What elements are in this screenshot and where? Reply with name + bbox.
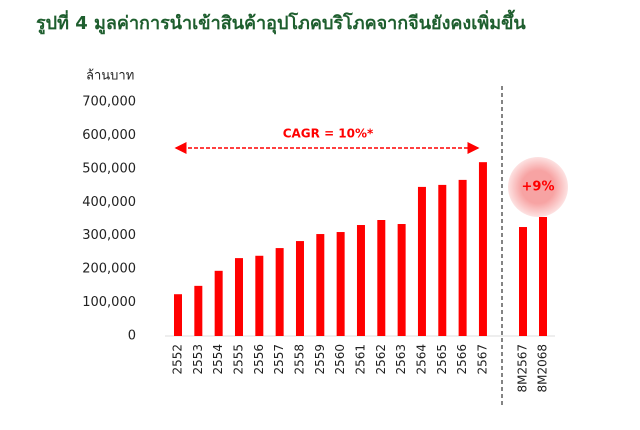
y-tick-label: 200,000 — [82, 262, 136, 277]
x-tick-label: 2558 — [292, 344, 306, 375]
bar — [316, 234, 325, 336]
x-tick-label: 2559 — [313, 344, 327, 375]
bar — [397, 224, 406, 336]
x-tick-label: 8M2567 — [516, 344, 530, 393]
bar — [275, 248, 284, 336]
y-tick-label: 100,000 — [82, 295, 136, 310]
bar — [458, 179, 467, 336]
bar — [377, 220, 386, 336]
bar — [194, 285, 203, 336]
bar — [478, 162, 487, 336]
y-tick-label: 400,000 — [82, 195, 136, 210]
x-tick-label: 8M2068 — [536, 344, 550, 393]
bar — [519, 227, 527, 336]
bar — [255, 255, 264, 336]
x-tick-label: 2554 — [211, 344, 225, 375]
bar — [295, 241, 304, 336]
bar — [234, 258, 243, 336]
x-tick-label: 2561 — [353, 344, 367, 375]
bar — [336, 232, 345, 336]
x-tick-label: 2562 — [374, 344, 388, 375]
chart-title: รูปที่ 4 มูลค่าการนำเข้าสินค้าอุปโภคบริโ… — [36, 9, 526, 35]
y-tick-label: 0 — [128, 329, 136, 344]
x-tick-label: 2552 — [171, 344, 185, 375]
x-tick-label: 2564 — [414, 344, 428, 375]
bar — [417, 186, 426, 336]
bar — [539, 216, 547, 336]
highlight-circle — [508, 157, 568, 217]
x-tick-label: 2556 — [252, 344, 266, 375]
x-tick-label: 2563 — [394, 344, 408, 375]
y-tick-label: 700,000 — [82, 95, 136, 110]
x-tick-label: 2555 — [231, 344, 245, 375]
x-tick-label: 2565 — [435, 344, 449, 375]
x-tick-label: 2567 — [475, 344, 489, 375]
bar — [174, 294, 182, 336]
y-tick-label: 500,000 — [82, 161, 136, 176]
annotation: CAGR = 10%* — [283, 127, 374, 141]
bar — [214, 270, 223, 336]
x-tick-label: 2557 — [272, 344, 286, 375]
x-tick-label: 2553 — [191, 344, 205, 375]
y-axis-label: ล้านบาท — [86, 69, 134, 84]
y-tick-label: 300,000 — [82, 228, 136, 243]
bar — [356, 225, 365, 336]
bar — [438, 184, 447, 336]
y-tick-label: 600,000 — [82, 128, 136, 143]
x-tick-label: 2560 — [333, 344, 347, 375]
annotation: +9% — [522, 180, 555, 195]
x-tick-label: 2566 — [455, 344, 469, 375]
